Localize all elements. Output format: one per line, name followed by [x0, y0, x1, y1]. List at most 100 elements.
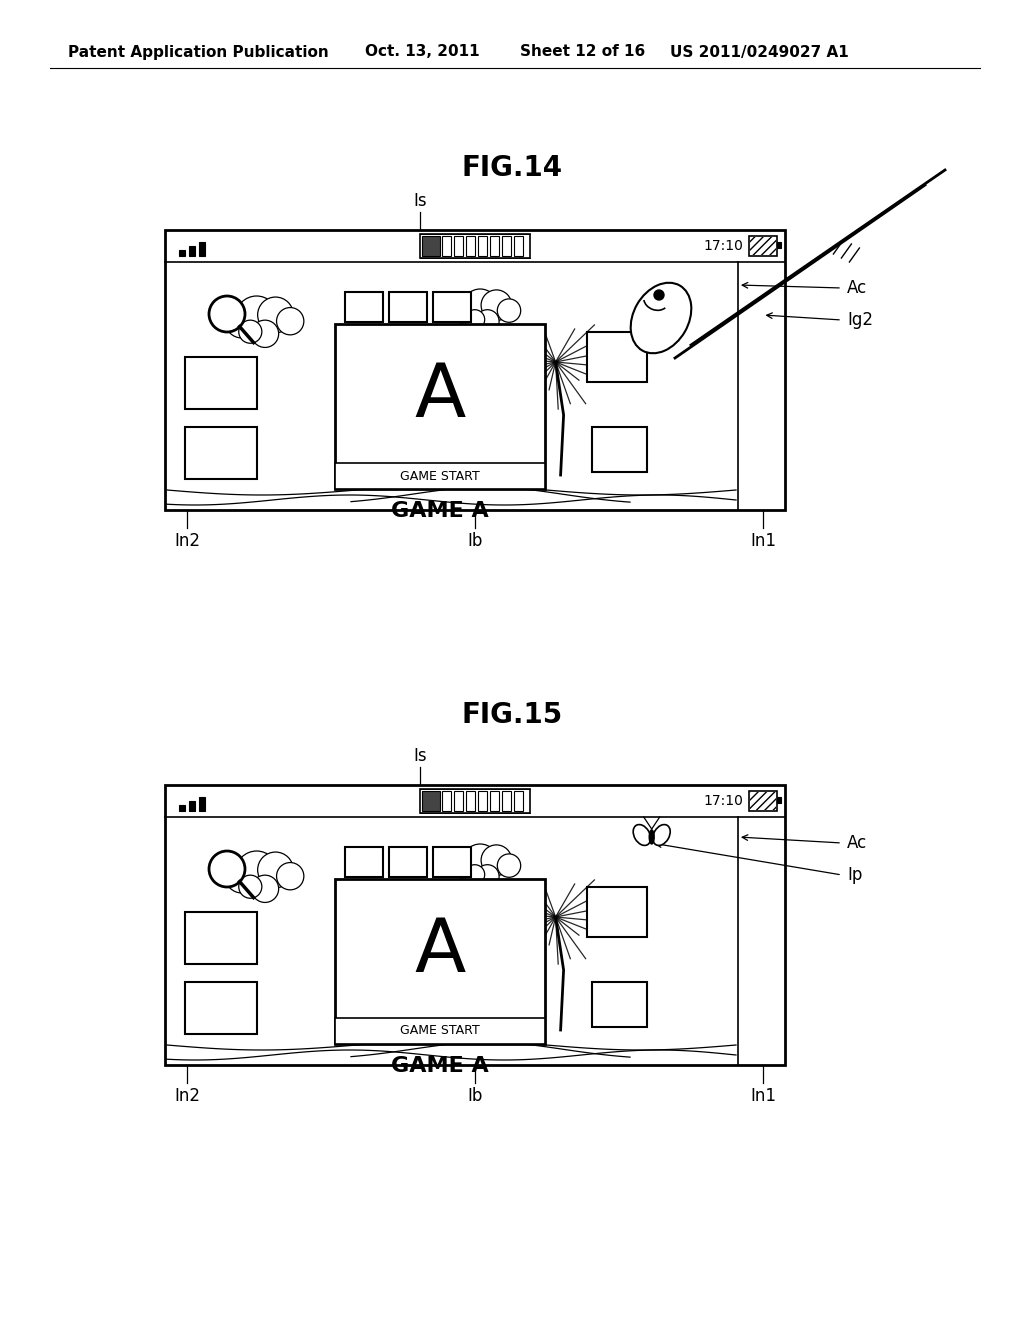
Bar — [490, 791, 499, 810]
Circle shape — [225, 859, 259, 894]
Circle shape — [225, 305, 259, 338]
Text: Ig2: Ig2 — [847, 312, 873, 329]
Bar — [514, 236, 523, 256]
Text: US 2011/0249027 A1: US 2011/0249027 A1 — [670, 45, 849, 59]
Text: A: A — [415, 360, 466, 433]
Circle shape — [498, 854, 520, 878]
Bar — [185, 912, 257, 964]
Bar — [389, 292, 427, 322]
Text: Ib: Ib — [467, 1086, 482, 1105]
Bar — [454, 791, 463, 810]
Text: FIG.14: FIG.14 — [462, 154, 562, 182]
Circle shape — [476, 865, 499, 888]
Circle shape — [239, 321, 262, 343]
Bar — [185, 426, 257, 479]
Bar — [189, 801, 195, 810]
Circle shape — [236, 296, 278, 338]
Bar — [165, 230, 785, 510]
Bar — [777, 797, 781, 803]
Circle shape — [462, 289, 499, 325]
Bar — [335, 323, 545, 488]
Bar — [433, 847, 471, 876]
Text: A: A — [415, 915, 466, 989]
Circle shape — [258, 851, 293, 888]
Bar — [478, 236, 487, 256]
Circle shape — [236, 851, 278, 894]
Text: GAME START: GAME START — [400, 1024, 480, 1038]
Text: 17:10: 17:10 — [703, 795, 743, 808]
Bar — [514, 791, 523, 810]
Circle shape — [239, 875, 262, 898]
Circle shape — [209, 851, 245, 887]
Bar — [185, 982, 257, 1034]
Circle shape — [258, 297, 293, 333]
Bar — [466, 791, 475, 810]
Circle shape — [498, 298, 520, 322]
Ellipse shape — [652, 825, 670, 845]
Text: Ib: Ib — [467, 532, 482, 550]
Bar — [592, 426, 646, 473]
Text: Is: Is — [414, 191, 427, 210]
Ellipse shape — [649, 830, 654, 843]
Bar — [389, 847, 427, 876]
Text: 17:10: 17:10 — [703, 239, 743, 253]
Circle shape — [462, 843, 499, 880]
Bar — [433, 292, 471, 322]
Bar — [466, 236, 475, 256]
Bar — [749, 236, 777, 256]
Bar — [442, 236, 451, 256]
Text: In2: In2 — [174, 532, 200, 550]
Circle shape — [476, 310, 499, 333]
Bar — [750, 792, 776, 810]
Circle shape — [654, 290, 664, 300]
Bar — [750, 238, 776, 255]
Text: In1: In1 — [750, 532, 776, 550]
Text: Ac: Ac — [847, 834, 867, 851]
Bar — [502, 791, 511, 810]
Bar — [335, 1018, 545, 1044]
Ellipse shape — [633, 825, 650, 845]
Circle shape — [276, 308, 304, 335]
Text: FIG.15: FIG.15 — [462, 701, 562, 729]
Bar — [189, 246, 195, 256]
Bar — [478, 791, 487, 810]
Circle shape — [481, 845, 512, 875]
Circle shape — [251, 321, 279, 347]
Circle shape — [209, 296, 245, 333]
Bar — [179, 805, 185, 810]
Bar — [592, 982, 646, 1027]
Bar — [335, 463, 545, 488]
Text: Ip: Ip — [847, 866, 862, 884]
Text: Sheet 12 of 16: Sheet 12 of 16 — [520, 45, 645, 59]
Text: In2: In2 — [174, 1086, 200, 1105]
Text: GAME A: GAME A — [391, 1056, 488, 1076]
Bar — [422, 236, 440, 256]
Bar — [345, 847, 383, 876]
Circle shape — [465, 865, 484, 884]
Bar — [179, 249, 185, 256]
Ellipse shape — [631, 282, 691, 354]
Bar — [454, 236, 463, 256]
Circle shape — [276, 862, 304, 890]
Bar — [490, 236, 499, 256]
Text: GAME START: GAME START — [400, 470, 480, 483]
Bar — [335, 879, 545, 1044]
Bar — [420, 789, 530, 813]
Circle shape — [251, 875, 279, 903]
Bar — [199, 797, 205, 810]
Bar — [442, 791, 451, 810]
Bar — [420, 234, 530, 257]
Circle shape — [454, 851, 482, 880]
Bar — [587, 887, 646, 937]
Bar — [185, 356, 257, 409]
Bar — [749, 791, 777, 810]
Text: Oct. 13, 2011: Oct. 13, 2011 — [365, 45, 479, 59]
Bar — [777, 242, 781, 248]
Bar — [199, 242, 205, 256]
Bar — [587, 333, 646, 381]
Circle shape — [465, 310, 484, 330]
Bar — [165, 785, 785, 1065]
Bar — [422, 791, 440, 810]
Circle shape — [481, 290, 512, 321]
Bar — [345, 292, 383, 322]
